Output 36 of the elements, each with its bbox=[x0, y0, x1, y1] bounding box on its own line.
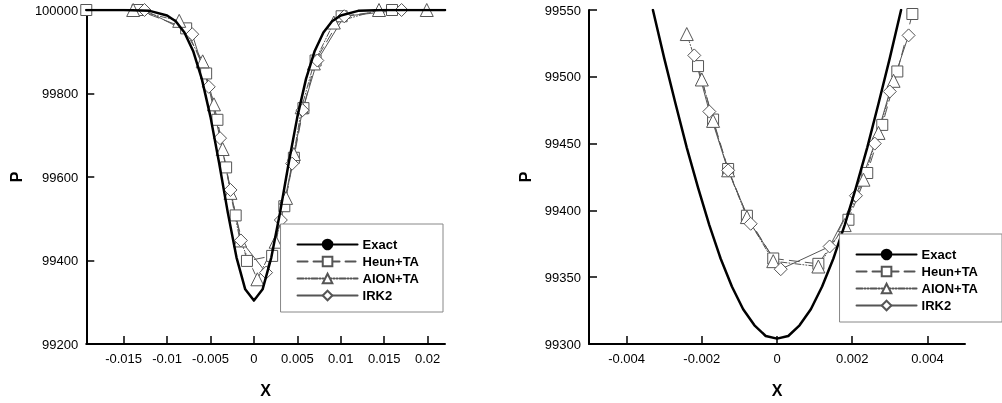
legend-label: AION+TA bbox=[362, 271, 420, 286]
y-tick-label: 99550 bbox=[544, 2, 581, 18]
y-tick-label: 99500 bbox=[544, 69, 581, 85]
x-tick-label: 0.005 bbox=[281, 351, 314, 366]
x-tick-label: 0.01 bbox=[328, 351, 354, 366]
y-tick-label: 99800 bbox=[42, 86, 79, 101]
y-tick-label: 99350 bbox=[544, 269, 581, 285]
legend-label: IRK2 bbox=[921, 298, 952, 313]
x-tick-label: 0.02 bbox=[414, 351, 441, 366]
legend-label: IRK2 bbox=[362, 288, 393, 303]
x-tick-label: -0.01 bbox=[152, 351, 182, 366]
legend-label: Heun+TA bbox=[921, 264, 979, 279]
legend-label: Exact bbox=[362, 237, 398, 252]
y-axis-title: P bbox=[517, 171, 535, 183]
x-tick-label: -0.002 bbox=[683, 351, 721, 366]
x-axis-title: X bbox=[771, 381, 783, 399]
x-tick-label: 0 bbox=[773, 351, 781, 366]
legend-label: Exact bbox=[921, 247, 957, 262]
x-tick-label: -0.015 bbox=[105, 351, 143, 366]
x-tick-label: -0.004 bbox=[608, 351, 646, 366]
y-tick-label: 99600 bbox=[42, 169, 79, 185]
y-tick-label: 99400 bbox=[544, 202, 581, 218]
x-tick-label: 0 bbox=[250, 351, 258, 366]
x-tick-label: -0.005 bbox=[192, 351, 229, 366]
x-tick-label: 0.015 bbox=[367, 351, 401, 366]
y-tick-label: 100000 bbox=[34, 2, 79, 18]
x-axis-title: X bbox=[260, 381, 272, 399]
y-tick-label: 99200 bbox=[42, 336, 79, 352]
y-tick-label: 99400 bbox=[42, 253, 79, 268]
legend-label: AION+TA bbox=[921, 281, 979, 296]
y-tick-label: 99450 bbox=[544, 136, 581, 152]
y-tick-label: 99300 bbox=[544, 336, 581, 352]
legend-label: Heun+TA bbox=[362, 254, 420, 269]
x-tick-label: 0.004 bbox=[911, 351, 944, 366]
y-axis-title: P bbox=[7, 171, 25, 183]
x-tick-label: 0.002 bbox=[835, 351, 869, 366]
